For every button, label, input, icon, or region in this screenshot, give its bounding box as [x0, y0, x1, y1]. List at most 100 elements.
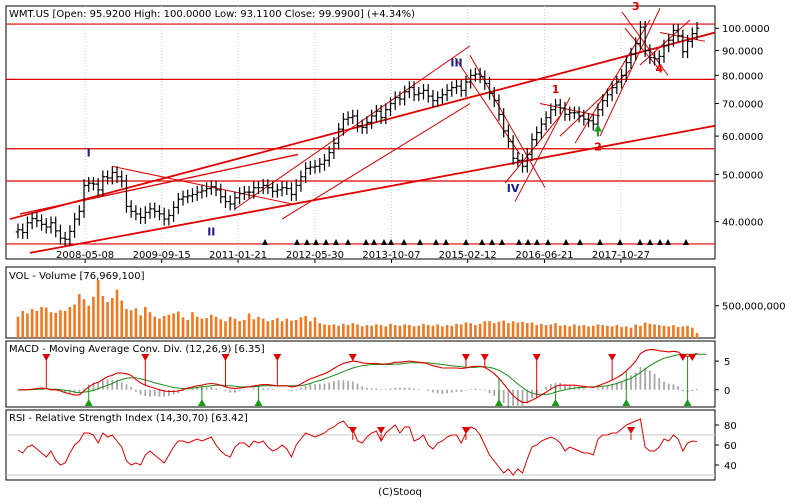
price-x-tick-label: 2017-10-27 [592, 250, 650, 261]
volume-bar [657, 325, 661, 338]
volume-bar [30, 308, 34, 338]
volume-bar [596, 324, 600, 338]
volume-bar [129, 310, 133, 338]
ohlc-bar [633, 37, 638, 61]
signal-triangle-marker [597, 239, 603, 245]
ohlc-bar [298, 170, 304, 192]
signal-triangle-marker [388, 239, 394, 245]
volume-bar [643, 322, 647, 338]
signal-triangle-marker [534, 239, 540, 245]
wave-label: 2 [594, 141, 602, 154]
wave-guide-line [454, 57, 521, 155]
volume-bar [497, 321, 501, 338]
ohlc-bar [209, 180, 214, 195]
rsi-sell-marker [377, 427, 386, 434]
volume-bar [294, 319, 298, 338]
volume-bar [544, 325, 548, 338]
ohlc-bar [657, 50, 662, 66]
volume-bar [393, 325, 397, 338]
volume-bar [516, 322, 520, 338]
rsi-line [17, 418, 698, 476]
volume-bar [285, 318, 289, 338]
ohlc-bar [680, 29, 686, 59]
signal-triangle-marker [665, 239, 671, 245]
volume-bar [507, 323, 510, 338]
price-title: WMT.US [Open: 95.9200 High: 100.0000 Low… [9, 9, 415, 20]
rsi-y-tick-label: 40 [724, 461, 737, 472]
ohlc-bar [440, 88, 445, 105]
ohlc-bar [128, 200, 134, 218]
volume-bar [139, 315, 142, 338]
volume-bar [73, 304, 76, 338]
ohlc-bar [77, 205, 82, 226]
rsi-title: RSI - Relative Strength Index (14,30,70)… [9, 413, 248, 424]
ohlc-bar [482, 70, 488, 90]
volume-bar [177, 311, 180, 338]
ohlc-bar [260, 179, 266, 195]
volume-bar [309, 321, 312, 338]
volume-bar [271, 319, 274, 338]
volume-bar [167, 314, 171, 338]
ohlc-bar [322, 154, 327, 171]
price-y-tick-label: 90.0000 [722, 46, 763, 57]
volume-bar [342, 323, 345, 338]
volume-bar [186, 319, 190, 338]
ohlc-bar [345, 111, 351, 126]
ohlc-bar [100, 170, 106, 197]
ohlc-bar [39, 214, 44, 231]
volume-bar [332, 324, 336, 338]
ohlc-bar [81, 179, 87, 218]
wave-guide-line [514, 97, 571, 202]
rsi-axis-labels: 80 60 40 [715, 421, 737, 472]
volume-bar [573, 324, 576, 338]
ohlc-bar [294, 179, 299, 201]
ohlc-bar [459, 79, 464, 97]
volume-bar [634, 324, 638, 338]
ohlc-bar [690, 27, 695, 48]
volume-bar [379, 325, 383, 338]
ohlc-bar [355, 109, 360, 133]
volume-bar [92, 296, 95, 338]
volume-bar [648, 323, 652, 338]
ohlc-bar [157, 205, 162, 221]
ohlc-bar [562, 101, 568, 121]
macd-y-tick-label: 5 [724, 357, 730, 368]
ohlc-bar [110, 166, 115, 185]
price-x-tick-label: 2016-06-21 [515, 250, 573, 261]
macd-sell-marker [678, 354, 687, 361]
volume-bar [181, 317, 185, 338]
ohlc-bar [86, 176, 91, 192]
volume-y-tick-label: 500,000,000 [722, 302, 786, 313]
wave-iii-channel-upper [234, 45, 471, 210]
wave-guide-line [469, 54, 546, 188]
volume-bar [266, 321, 270, 338]
ohlc-bar [161, 207, 167, 226]
ohlc-bar [327, 146, 332, 167]
volume-bar [577, 325, 581, 338]
volume-bar [346, 325, 350, 338]
volume-bar [558, 325, 562, 338]
price-x-tick-label: 2009-09-15 [133, 250, 191, 261]
volume-bar [403, 324, 406, 338]
signal-triangle-marker [657, 239, 663, 245]
price-y-tick-label: 80.0000 [722, 71, 763, 82]
wave-label: II [207, 225, 215, 238]
volume-bar [144, 307, 147, 338]
ohlc-bar [492, 87, 497, 107]
volume-bar [16, 316, 20, 338]
ohlc-bar [421, 84, 426, 100]
ohlc-bar [675, 24, 681, 43]
volume-bar [426, 325, 430, 338]
volume-bar [243, 319, 246, 338]
signal-triangle-marker [294, 239, 300, 245]
volume-bar [233, 318, 237, 338]
signal-triangle-marker [545, 239, 551, 245]
signal-triangle-marker [683, 239, 689, 245]
volume-bar [247, 313, 251, 338]
price-y-tick-label: 100.0000 [722, 24, 770, 35]
volume-bar [299, 317, 303, 338]
macd-buy-marker [551, 399, 560, 406]
macd-buy-marker [197, 399, 206, 406]
ohlc-bar [279, 181, 285, 197]
signal-triangle-marker [401, 239, 407, 245]
